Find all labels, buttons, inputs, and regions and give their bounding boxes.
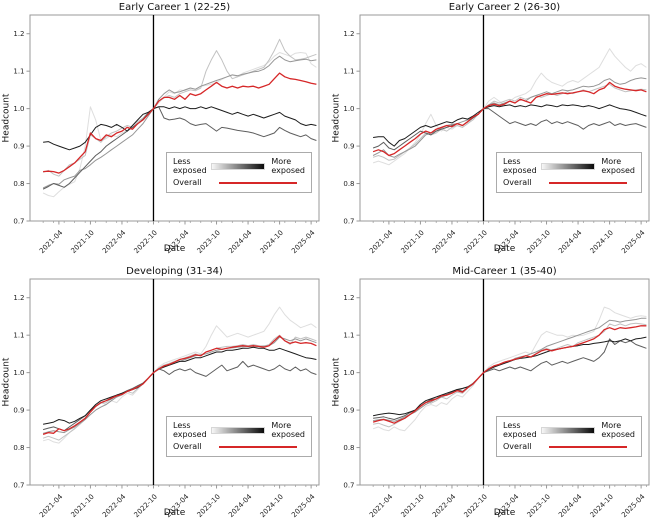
x-axis-label: Date — [493, 244, 516, 254]
series-line-quintile-1-least-exposed- — [42, 52, 317, 198]
exposure-gradient-bar — [541, 427, 596, 435]
y-tick-label: 1.0 — [13, 369, 24, 377]
y-tick-label: 1.2 — [343, 30, 354, 38]
chart-panel-developing: Developing (31-34) Headcount 0.7 0.8 0.9 1.… — [0, 264, 330, 527]
series-line-overall — [42, 335, 317, 436]
y-tick-label: 0.9 — [13, 143, 24, 151]
legend-less-label: Less exposed — [173, 421, 207, 439]
y-tick-label: 0.7 — [13, 218, 24, 226]
overall-line-swatch — [549, 182, 627, 185]
exposure-gradient-bar — [211, 427, 266, 435]
y-tick-label: 1.1 — [343, 332, 354, 340]
y-tick-label: 0.7 — [13, 482, 24, 490]
series-line-quintile-2 — [42, 38, 317, 177]
legend-less-label: Less exposed — [173, 157, 207, 175]
chart-panel-early-career-1: Early Career 1 (22-25) Headcount 0.7 0.8 0… — [0, 0, 330, 264]
y-tick-label: 1.0 — [343, 369, 354, 377]
series-line-quintile-1-least-exposed- — [372, 306, 647, 432]
y-tick-label: 0.7 — [343, 482, 354, 490]
legend-more-label: More exposed — [601, 421, 635, 439]
chart-panel-early-career-2: Early Career 2 (26-30) Headcount 0.7 0.8 0… — [330, 0, 660, 264]
legend: Less exposed More exposed Overall — [496, 152, 642, 193]
y-tick-label: 0.9 — [13, 407, 24, 415]
x-axis-label: Date — [163, 244, 186, 254]
panel-title: Developing (31-34) — [126, 266, 223, 277]
y-tick-label: 1.1 — [13, 332, 24, 340]
panel-title: Early Career 2 (26-30) — [448, 2, 561, 13]
legend-more-label: More exposed — [271, 157, 305, 175]
panel-title: Mid-Career 1 (35-40) — [452, 266, 557, 277]
series-line-quintile-5-most-exposed- — [373, 104, 647, 147]
y-tick-label: 1.0 — [343, 105, 354, 113]
y-tick-label: 0.8 — [343, 180, 354, 188]
axes-box — [359, 278, 650, 486]
legend-less-label: Less exposed — [503, 421, 537, 439]
y-tick-label: 0.8 — [13, 180, 24, 188]
axes-box — [29, 14, 320, 222]
y-tick-label: 1.2 — [343, 294, 354, 302]
x-axis-label: Date — [493, 508, 516, 518]
y-tick-label: 0.9 — [343, 407, 354, 415]
series-line-quintile-5-most-exposed- — [42, 346, 317, 425]
overall-line-swatch — [549, 446, 627, 449]
legend-more-label: More exposed — [271, 421, 305, 439]
y-tick-label: 1.1 — [343, 68, 354, 76]
legend-overall-label: Overall — [503, 441, 532, 451]
panel-title: Early Career 1 (22-25) — [118, 2, 231, 13]
series-line-overall — [43, 72, 317, 174]
series-line-quintile-3 — [42, 55, 317, 189]
exposure-gradient-bar — [211, 163, 266, 171]
legend-overall-label: Overall — [173, 177, 202, 187]
series-line-quintile-5-most-exposed- — [372, 336, 647, 417]
legend: Less exposed More exposed Overall — [166, 416, 312, 457]
legend-overall-label: Overall — [173, 441, 202, 451]
x-axis-label: Date — [163, 508, 186, 518]
legend: Less exposed More exposed Overall — [166, 152, 312, 193]
chart-panel-mid-career-1: Mid-Career 1 (35-40) Headcount 0.7 0.8 0.9… — [330, 264, 660, 527]
y-tick-label: 0.8 — [343, 444, 354, 452]
y-tick-label: 0.8 — [13, 444, 24, 452]
series-line-quintile-5-most-exposed- — [43, 106, 317, 151]
overall-line-swatch — [219, 446, 297, 449]
legend: Less exposed More exposed Overall — [496, 416, 642, 457]
series-line-quintile-4 — [372, 108, 647, 151]
axes-box — [29, 278, 320, 486]
series-line-overall — [372, 325, 647, 424]
series-line-overall — [372, 81, 647, 157]
y-tick-label: 1.0 — [13, 105, 24, 113]
legend-less-label: Less exposed — [503, 157, 537, 175]
y-tick-label: 0.7 — [343, 218, 354, 226]
overall-line-swatch — [219, 182, 297, 185]
legend-overall-label: Overall — [503, 177, 532, 187]
exposure-gradient-bar — [541, 163, 596, 171]
y-tick-label: 1.2 — [13, 30, 24, 38]
legend-more-label: More exposed — [601, 157, 635, 175]
y-tick-label: 1.1 — [13, 68, 24, 76]
series-line-quintile-3 — [373, 317, 647, 422]
series-line-quintile-4 — [42, 106, 317, 190]
y-tick-label: 1.2 — [13, 294, 24, 302]
y-tick-label: 0.9 — [343, 143, 354, 151]
series-line-quintile-2 — [372, 83, 647, 161]
axes-box — [359, 14, 650, 222]
series-line-quintile-4 — [373, 338, 647, 420]
